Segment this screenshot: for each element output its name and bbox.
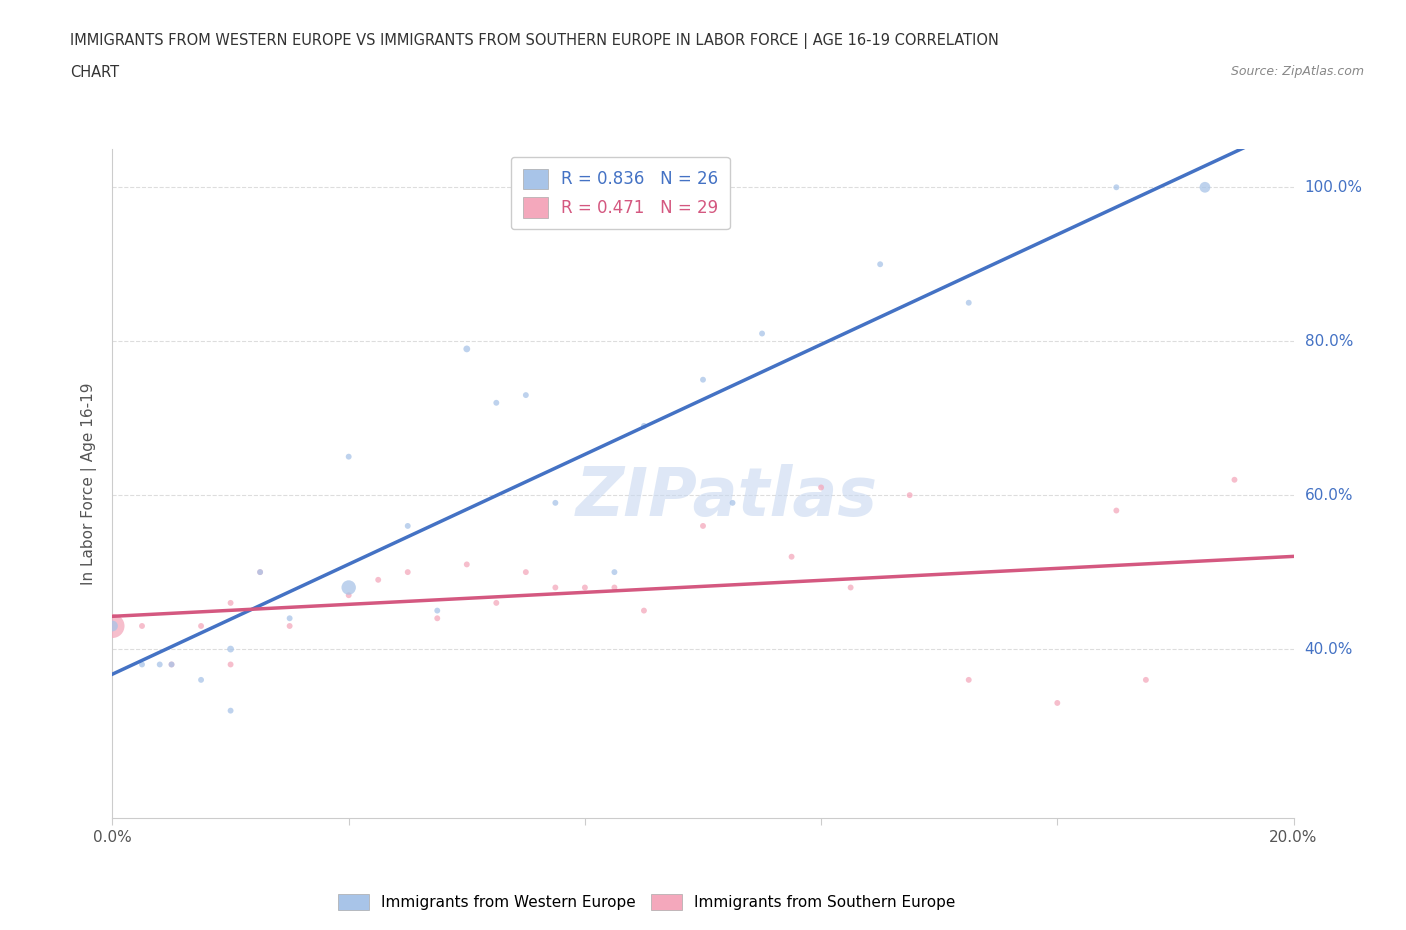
Point — [337, 449, 360, 464]
Point — [1046, 696, 1069, 711]
Text: Source: ZipAtlas.com: Source: ZipAtlas.com — [1230, 65, 1364, 78]
Point — [219, 703, 242, 718]
Point — [515, 388, 537, 403]
Point — [249, 565, 271, 579]
Point — [278, 618, 301, 633]
Point — [149, 657, 172, 671]
Point — [101, 618, 124, 633]
Y-axis label: In Labor Force | Age 16-19: In Labor Force | Age 16-19 — [80, 382, 97, 585]
Point — [426, 604, 449, 618]
Point — [869, 257, 891, 272]
Point — [1223, 472, 1246, 487]
Point — [337, 588, 360, 603]
Point — [721, 496, 744, 511]
Point — [160, 657, 183, 671]
Point — [780, 550, 803, 565]
Point — [249, 565, 271, 579]
Legend: R = 0.836   N = 26, R = 0.471   N = 29: R = 0.836 N = 26, R = 0.471 N = 29 — [510, 157, 730, 230]
Point — [633, 604, 655, 618]
Point — [544, 496, 567, 511]
Point — [839, 580, 862, 595]
Point — [1105, 179, 1128, 194]
Point — [1194, 179, 1216, 194]
Point — [515, 565, 537, 579]
Text: 60.0%: 60.0% — [1305, 487, 1353, 502]
Legend: Immigrants from Western Europe, Immigrants from Southern Europe: Immigrants from Western Europe, Immigran… — [330, 886, 963, 918]
Text: 100.0%: 100.0% — [1305, 179, 1362, 194]
Point — [131, 657, 153, 671]
Point — [751, 326, 773, 341]
Point — [278, 611, 301, 626]
Point — [219, 595, 242, 610]
Point — [190, 618, 212, 633]
Point — [456, 341, 478, 356]
Point — [426, 611, 449, 626]
Point — [692, 519, 714, 534]
Point — [1135, 672, 1157, 687]
Point — [957, 672, 980, 687]
Point — [1105, 503, 1128, 518]
Point — [810, 480, 832, 495]
Point — [396, 565, 419, 579]
Text: 80.0%: 80.0% — [1305, 334, 1353, 349]
Point — [131, 618, 153, 633]
Point — [396, 519, 419, 534]
Point — [485, 395, 508, 410]
Point — [219, 642, 242, 657]
Point — [337, 580, 360, 595]
Point — [898, 487, 921, 502]
Point — [485, 595, 508, 610]
Point — [219, 657, 242, 671]
Point — [633, 418, 655, 433]
Text: IMMIGRANTS FROM WESTERN EUROPE VS IMMIGRANTS FROM SOUTHERN EUROPE IN LABOR FORCE: IMMIGRANTS FROM WESTERN EUROPE VS IMMIGR… — [70, 33, 1000, 48]
Point — [692, 372, 714, 387]
Point — [574, 580, 596, 595]
Point — [603, 565, 626, 579]
Point — [957, 296, 980, 311]
Point — [190, 672, 212, 687]
Text: CHART: CHART — [70, 65, 120, 80]
Point — [160, 657, 183, 671]
Point — [101, 618, 124, 633]
Point — [367, 572, 389, 587]
Text: 40.0%: 40.0% — [1305, 642, 1353, 657]
Point — [456, 557, 478, 572]
Point — [544, 580, 567, 595]
Point — [603, 580, 626, 595]
Text: ZIPatlas: ZIPatlas — [575, 464, 877, 530]
